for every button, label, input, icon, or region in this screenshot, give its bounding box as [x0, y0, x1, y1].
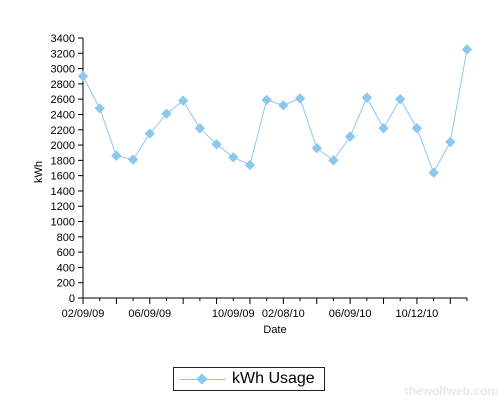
y-tick-label: 2800 [51, 79, 75, 91]
legend: kWh Usage [173, 367, 325, 391]
y-axis-label: kWh [33, 161, 45, 183]
data-point [111, 150, 122, 161]
y-tick-label: 1800 [51, 155, 75, 167]
data-point [428, 167, 439, 178]
y-tick-label: 0 [69, 293, 75, 305]
x-tick-label: 02/09/09 [62, 308, 105, 320]
data-point [244, 159, 256, 171]
data-point [127, 154, 139, 165]
y-tick-label: 2400 [51, 109, 75, 121]
data-point [311, 142, 322, 154]
y-tick-label: 3200 [51, 48, 75, 60]
data-point [461, 44, 473, 55]
y-tick-label: 1400 [51, 186, 75, 198]
data-point [278, 100, 289, 111]
data-point [344, 131, 356, 142]
legend-diamond-marker [196, 373, 208, 385]
x-tick-label: 06/09/09 [128, 308, 171, 320]
data-point [445, 136, 456, 148]
x-tick-label: 10/09/09 [212, 308, 255, 320]
x-tick-label: 02/08/10 [262, 308, 305, 320]
data-point [361, 92, 373, 103]
y-tick-label: 3000 [51, 64, 75, 76]
y-axis: 0 200 400 600 800 1000 1200 1400 1600 1800 2000 220… [51, 33, 84, 305]
data-point [77, 71, 89, 82]
data-point [261, 94, 272, 106]
y-tick-label: 2000 [51, 140, 75, 152]
data-point [411, 123, 423, 134]
y-tick-label: 600 [57, 247, 75, 259]
data-point [228, 152, 239, 163]
x-axis: 02/09/09 06/09/09 10/09/09 02/08/10 06/09/10… [62, 297, 468, 320]
y-tick-label: 1000 [51, 217, 75, 229]
data-point [294, 93, 306, 104]
data-point [144, 128, 155, 139]
y-tick-label: 1600 [51, 171, 75, 183]
series-line [82, 49, 468, 174]
data-point [177, 95, 189, 106]
x-tick-label: 06/09/10 [329, 308, 372, 320]
watermark-logo: thewolfweb.com [404, 384, 498, 398]
data-point [94, 103, 105, 114]
x-axis-label: Date [263, 324, 286, 336]
data-point [395, 93, 406, 105]
y-tick-label: 200 [57, 278, 75, 290]
data-point [378, 123, 389, 134]
data-point [328, 155, 339, 166]
y-tick-label: 3400 [51, 33, 75, 45]
y-tick-label: 2600 [51, 94, 75, 106]
series-kwh-usage [77, 44, 473, 178]
y-tick-label: 800 [57, 232, 75, 244]
y-tick-label: 2200 [51, 125, 75, 137]
data-point [161, 108, 172, 119]
y-tick-label: 400 [57, 262, 75, 274]
data-point [211, 139, 222, 150]
data-point [194, 123, 206, 134]
legend-label: kWh Usage [232, 370, 315, 387]
x-tick-label: 10/12/10 [395, 308, 438, 320]
y-tick-label: 1200 [51, 201, 75, 213]
